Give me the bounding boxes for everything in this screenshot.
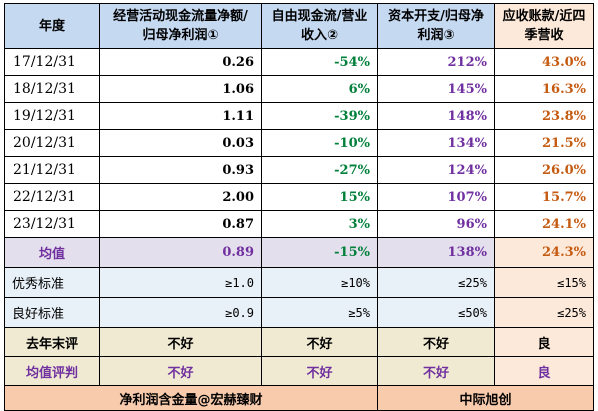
receivable-ratio-cell: 15.7%	[494, 183, 594, 211]
average-capex-ratio: 138%	[377, 237, 495, 268]
receivable-ratio-cell: 26.0%	[494, 156, 594, 184]
header-col2: 自由现金流/营业收入②	[261, 3, 378, 49]
last-year-eval-label: 去年末评	[4, 327, 100, 357]
header-year: 年度	[4, 3, 100, 49]
average-fcf-ratio: -15%	[261, 237, 378, 268]
average-ocf-ratio: 0.89	[99, 237, 262, 268]
capex-ratio-cell: 148%	[377, 102, 495, 130]
capex-ratio-cell: 124%	[377, 156, 495, 184]
ocf-ratio-cell: 2.00	[99, 183, 262, 211]
table-row: 22/12/31 2.00 15% 107% 15.7%	[4, 183, 594, 211]
ocf-ratio-cell: 1.11	[99, 102, 262, 130]
average-eval-row: 均值评判 不好 不好 不好 良	[4, 356, 594, 386]
cash-quality-table: 年度 经营活动现金流量净额/归母净利润① 自由现金流/营业收入② 资本开支/归母…	[4, 3, 594, 411]
ocf-ratio-cell: 0.93	[99, 156, 262, 184]
table-row: 19/12/31 1.11 -39% 148% 23.8%	[4, 102, 594, 130]
capex-ratio-cell: 107%	[377, 183, 495, 211]
table-row: 23/12/31 0.87 3% 96% 24.1%	[4, 210, 594, 238]
excellent-capex-standard: ≤25%	[377, 267, 495, 298]
excellent-standard-label: 优秀标准	[4, 267, 100, 298]
average-eval-col1: 不好	[99, 356, 262, 386]
average-label: 均值	[4, 237, 100, 268]
capex-ratio-cell: 212%	[377, 48, 495, 76]
fcf-ratio-cell: -39%	[261, 102, 378, 130]
header-col3: 资本开支/归母净利润③	[377, 3, 495, 49]
average-receivable-ratio: 24.3%	[494, 237, 594, 268]
footer-watermark: 净利润含金量@宏赫臻财	[4, 385, 378, 411]
last-year-eval-col2: 不好	[261, 327, 378, 357]
receivable-ratio-cell: 21.5%	[494, 129, 594, 157]
receivable-ratio-cell: 23.8%	[494, 102, 594, 130]
fcf-ratio-cell: -54%	[261, 48, 378, 76]
average-eval-label: 均值评判	[4, 356, 100, 386]
last-year-eval-col3: 不好	[377, 327, 495, 357]
good-ocf-standard: ≥0.9	[99, 297, 262, 328]
year-cell: 22/12/31	[4, 183, 100, 211]
year-cell: 21/12/31	[4, 156, 100, 184]
average-eval-col2: 不好	[261, 356, 378, 386]
footer-row: 净利润含金量@宏赫臻财 中际旭创	[4, 385, 594, 411]
excellent-standard-row: 优秀标准 ≥1.0 ≥10% ≤25% ≤15%	[4, 267, 594, 298]
fcf-ratio-cell: 15%	[261, 183, 378, 211]
receivable-ratio-cell: 43.0%	[494, 48, 594, 76]
year-cell: 18/12/31	[4, 75, 100, 103]
fcf-ratio-cell: 6%	[261, 75, 378, 103]
header-col4: 应收账款/近四季营收	[494, 3, 594, 49]
receivable-ratio-cell: 24.1%	[494, 210, 594, 238]
capex-ratio-cell: 145%	[377, 75, 495, 103]
capex-ratio-cell: 96%	[377, 210, 495, 238]
excellent-receivable-standard: ≤15%	[494, 267, 594, 298]
average-row: 均值 0.89 -15% 138% 24.3%	[4, 237, 594, 268]
header-col1: 经营活动现金流量净额/归母净利润①	[99, 3, 262, 49]
good-capex-standard: ≤50%	[377, 297, 495, 328]
ocf-ratio-cell: 0.26	[99, 48, 262, 76]
year-cell: 17/12/31	[4, 48, 100, 76]
table-row: 18/12/31 1.06 6% 145% 16.3%	[4, 75, 594, 103]
good-standard-row: 良好标准 ≥0.9 ≥5% ≤50% ≤25%	[4, 297, 594, 328]
ocf-ratio-cell: 0.87	[99, 210, 262, 238]
year-cell: 19/12/31	[4, 102, 100, 130]
table-row: 21/12/31 0.93 -27% 124% 26.0%	[4, 156, 594, 184]
table-row: 17/12/31 0.26 -54% 212% 43.0%	[4, 48, 594, 76]
good-fcf-standard: ≥5%	[261, 297, 378, 328]
fcf-ratio-cell: 3%	[261, 210, 378, 238]
year-cell: 23/12/31	[4, 210, 100, 238]
last-year-eval-col1: 不好	[99, 327, 262, 357]
table-row: 20/12/31 0.03 -10% 134% 21.5%	[4, 129, 594, 157]
capex-ratio-cell: 134%	[377, 129, 495, 157]
footer-company-name: 中际旭创	[377, 385, 594, 411]
year-cell: 20/12/31	[4, 129, 100, 157]
average-eval-col4: 良	[494, 356, 594, 386]
header-row: 年度 经营活动现金流量净额/归母净利润① 自由现金流/营业收入② 资本开支/归母…	[4, 3, 594, 49]
fcf-ratio-cell: -27%	[261, 156, 378, 184]
receivable-ratio-cell: 16.3%	[494, 75, 594, 103]
good-receivable-standard: ≤25%	[494, 297, 594, 328]
average-eval-col3: 不好	[377, 356, 495, 386]
last-year-eval-row: 去年末评 不好 不好 不好 良	[4, 327, 594, 357]
last-year-eval-col4: 良	[494, 327, 594, 357]
ocf-ratio-cell: 1.06	[99, 75, 262, 103]
excellent-ocf-standard: ≥1.0	[99, 267, 262, 298]
ocf-ratio-cell: 0.03	[99, 129, 262, 157]
fcf-ratio-cell: -10%	[261, 129, 378, 157]
good-standard-label: 良好标准	[4, 297, 100, 328]
excellent-fcf-standard: ≥10%	[261, 267, 378, 298]
